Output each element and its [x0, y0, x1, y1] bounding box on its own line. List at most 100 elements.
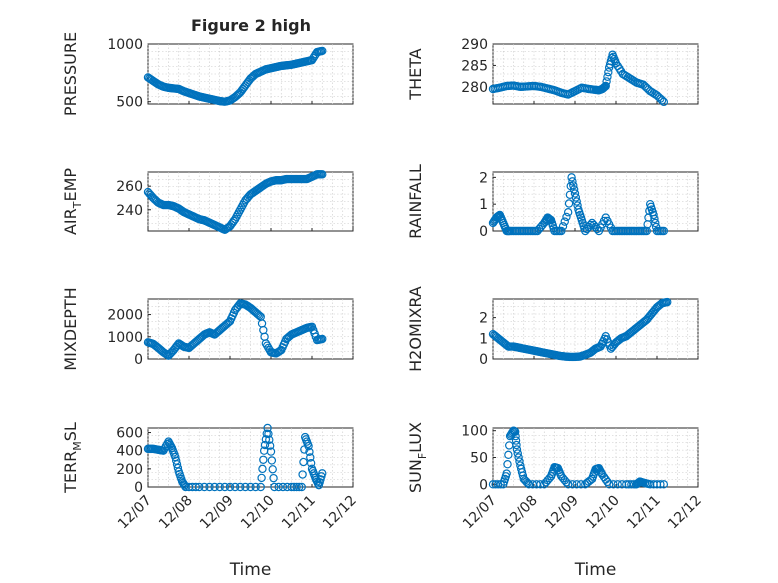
data-point [200, 482, 209, 492]
data-point [268, 465, 277, 474]
data-point [180, 481, 189, 490]
data-point [210, 482, 219, 492]
data-point [586, 220, 595, 230]
data-point [568, 177, 577, 186]
y-axis-label: SUNFLUX [406, 422, 429, 493]
y-axis-label: AIRTEMP [61, 168, 84, 235]
data-point [659, 480, 669, 489]
data-point [292, 482, 301, 492]
x-tick-label: 12/08 [501, 493, 541, 533]
y-tick-label: 600 [116, 426, 143, 442]
subplot-theta: 280 285 290 THETA [406, 37, 699, 107]
data-point [536, 480, 545, 489]
data-point [603, 72, 612, 81]
x-tick-label: 12/11 [279, 493, 319, 533]
y-axis-label: MIXDEPTH [61, 287, 80, 370]
data-point [560, 217, 569, 226]
y-tick-label: 0 [134, 352, 143, 368]
x-tick-label: 12/12 [320, 493, 360, 533]
y-tick-label: 200 [116, 462, 143, 478]
data-point [650, 214, 659, 224]
data-point [558, 222, 568, 231]
data-point [569, 185, 579, 194]
data-point [306, 453, 315, 462]
y-tick-label: 2000 [107, 308, 143, 324]
y-tick-label: 50 [470, 451, 488, 467]
data-point [255, 311, 264, 320]
subplot-sun-flux: 0 50 100 SUNFLUX 12/07 12/08 12/09 12/10 12/11 12… [406, 422, 705, 580]
data-point [663, 297, 672, 307]
data-point [511, 427, 520, 436]
data-point [567, 173, 576, 182]
data-point [557, 226, 566, 236]
data-point [514, 453, 523, 462]
data-point [261, 435, 271, 444]
subplot-pressure: 500 1000 PRESSURE [61, 32, 354, 116]
data-point [504, 450, 513, 460]
data-point [205, 482, 214, 492]
figure-title: Figure 2 high [191, 16, 311, 35]
data-point [601, 81, 610, 91]
data-point [602, 77, 611, 86]
data-point [649, 210, 658, 220]
data-point [598, 84, 608, 93]
data-point [173, 463, 183, 473]
data-point [259, 455, 268, 464]
x-tick-label: 12/09 [542, 493, 582, 533]
data-point [229, 216, 239, 226]
x-tick-label: 12/09 [197, 493, 237, 533]
data-point [220, 482, 230, 492]
data-point [195, 482, 204, 492]
data-point [572, 480, 581, 489]
data-point [270, 482, 279, 492]
data-point [503, 460, 512, 469]
data-point [257, 473, 266, 483]
data-point [513, 449, 522, 458]
y-tick-label: 100 [461, 424, 488, 440]
y-tick-label: 290 [461, 37, 488, 53]
y-axis-label: RAINFALL [406, 164, 425, 239]
data-point [318, 46, 327, 56]
data-point [258, 464, 267, 474]
y-tick-label: 0 [479, 352, 488, 368]
data-point [613, 480, 622, 489]
data-point [215, 482, 224, 492]
y-tick-label: 400 [116, 444, 143, 460]
data-point [604, 67, 613, 77]
x-tick-label: 12/11 [624, 493, 664, 533]
data-point [563, 208, 573, 217]
data-point [263, 423, 272, 433]
x-tick-label: 12/08 [156, 493, 196, 533]
y-tick-label: 240 [116, 203, 143, 219]
y-tick-label: 0 [134, 480, 143, 496]
x-tick-label: 12/12 [665, 493, 705, 533]
y-tick-label: 1000 [107, 330, 143, 346]
y-axis-label: TERRMSL [61, 422, 84, 494]
data-point [318, 170, 327, 179]
y-tick-label: 2 [479, 311, 488, 327]
data-point [305, 447, 314, 457]
data-point [572, 197, 581, 206]
data-point [604, 480, 614, 489]
data-point [267, 456, 277, 465]
data-point [230, 482, 240, 492]
data-point [564, 199, 574, 208]
x-axis-label: Time [229, 560, 272, 580]
y-axis-label: H2OMIXRA [406, 286, 425, 372]
subplot-air-temp: 240 260 AIRTEMP [61, 168, 354, 235]
x-tick-label: 12/07 [115, 493, 155, 533]
data-point [600, 82, 610, 91]
data-point [657, 96, 667, 105]
x-tick-label: 12/07 [460, 493, 500, 533]
data-point [511, 436, 521, 445]
data-point [609, 480, 618, 489]
y-axis-label: THETA [406, 48, 425, 100]
y-axis-label: PRESSURE [61, 32, 80, 116]
y-tick-label: 0 [479, 477, 488, 493]
data-point [278, 482, 288, 492]
data-point [318, 334, 327, 344]
data-point [264, 429, 273, 439]
y-tick-label: 260 [116, 179, 143, 195]
